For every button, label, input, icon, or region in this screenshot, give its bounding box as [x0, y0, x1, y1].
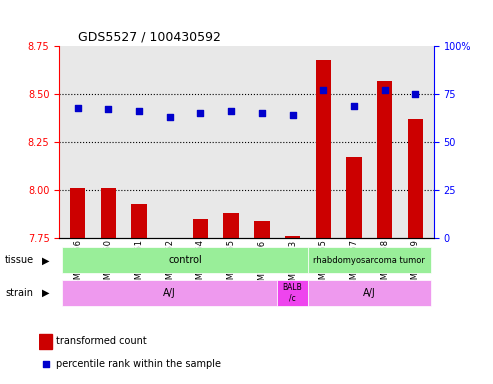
Bar — [70, 188, 85, 238]
Bar — [131, 204, 147, 238]
Bar — [254, 221, 270, 238]
Bar — [193, 219, 208, 238]
Point — [319, 87, 327, 93]
Point — [412, 91, 420, 97]
Bar — [377, 81, 392, 238]
FancyBboxPatch shape — [62, 247, 308, 273]
Bar — [408, 119, 423, 238]
Point — [166, 114, 174, 120]
Bar — [39, 334, 52, 349]
Text: percentile rank within the sample: percentile rank within the sample — [56, 359, 221, 369]
Bar — [285, 236, 300, 238]
Text: BALB
/c: BALB /c — [282, 283, 302, 303]
Text: A/J: A/J — [163, 288, 176, 298]
Point — [288, 112, 296, 118]
Point — [350, 103, 358, 109]
Point — [105, 106, 112, 113]
Text: tissue: tissue — [5, 255, 34, 265]
Text: A/J: A/J — [363, 288, 376, 298]
Point — [227, 108, 235, 114]
Text: transformed count: transformed count — [56, 336, 147, 346]
Text: control: control — [168, 255, 202, 265]
Point — [381, 87, 388, 93]
Point — [197, 110, 205, 116]
FancyBboxPatch shape — [308, 247, 431, 273]
Text: ▶: ▶ — [42, 255, 49, 265]
Point — [258, 110, 266, 116]
Bar — [346, 157, 362, 238]
Bar — [101, 188, 116, 238]
FancyBboxPatch shape — [62, 280, 277, 306]
FancyBboxPatch shape — [277, 280, 308, 306]
Text: GDS5527 / 100430592: GDS5527 / 100430592 — [78, 30, 221, 43]
Text: strain: strain — [5, 288, 33, 298]
Text: ▶: ▶ — [42, 288, 49, 298]
Point — [73, 104, 81, 111]
Text: rhabdomyosarcoma tumor: rhabdomyosarcoma tumor — [314, 256, 425, 265]
Point — [302, 235, 310, 241]
Bar — [316, 60, 331, 238]
FancyBboxPatch shape — [308, 280, 431, 306]
Bar — [223, 213, 239, 238]
Point — [135, 108, 143, 114]
